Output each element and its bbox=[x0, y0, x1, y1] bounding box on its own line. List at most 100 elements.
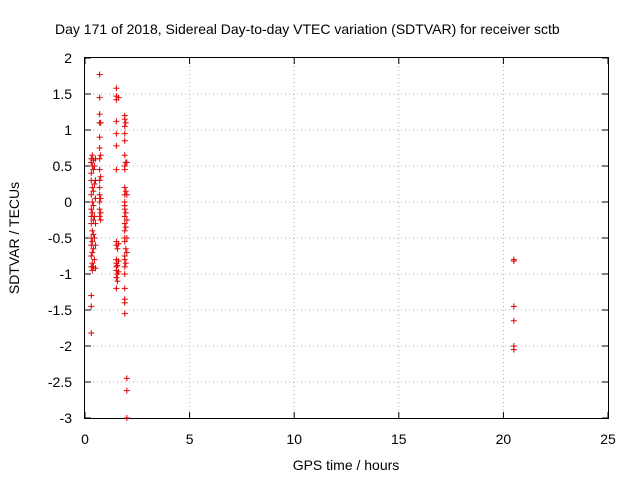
y-tick-label: 0.5 bbox=[53, 158, 73, 174]
data-point bbox=[122, 119, 129, 126]
data-point bbox=[115, 268, 122, 275]
data-point bbox=[92, 220, 99, 227]
data-point bbox=[92, 265, 99, 272]
data-point bbox=[97, 209, 104, 216]
data-point bbox=[121, 220, 128, 227]
y-tick-label: 0 bbox=[64, 194, 72, 210]
data-point bbox=[121, 116, 128, 123]
data-point bbox=[96, 184, 103, 191]
data-point bbox=[115, 240, 122, 247]
data-point bbox=[113, 142, 120, 149]
data-point bbox=[89, 199, 96, 205]
data-point bbox=[89, 238, 96, 245]
data-point bbox=[96, 145, 103, 151]
data-point bbox=[90, 231, 97, 238]
y-tick-label: -1 bbox=[60, 266, 73, 282]
data-point bbox=[121, 130, 128, 137]
data-point bbox=[114, 278, 121, 285]
x-tick-label: 20 bbox=[496, 431, 512, 447]
data-point bbox=[88, 303, 95, 310]
data-point bbox=[90, 217, 97, 223]
data-point bbox=[115, 258, 122, 265]
x-tick-label: 5 bbox=[186, 431, 194, 447]
x-tick-label: 10 bbox=[286, 431, 302, 447]
data-point bbox=[121, 166, 128, 173]
data-point bbox=[114, 262, 121, 269]
data-point bbox=[89, 184, 96, 191]
y-tick-label: -0.5 bbox=[48, 230, 72, 246]
data-point bbox=[89, 267, 96, 274]
data-point bbox=[121, 238, 128, 245]
data-point bbox=[89, 260, 96, 267]
data-point bbox=[97, 217, 104, 223]
y-tick-label: 1.5 bbox=[53, 86, 73, 102]
data-point bbox=[510, 303, 517, 310]
data-point bbox=[121, 299, 128, 306]
y-tick-label: -3 bbox=[60, 410, 73, 426]
plot-frame bbox=[84, 57, 609, 419]
data-point bbox=[121, 137, 128, 144]
data-point bbox=[91, 235, 98, 241]
y-tick-label: -2.5 bbox=[48, 374, 72, 390]
data-point bbox=[121, 227, 128, 234]
data-point bbox=[123, 191, 130, 198]
data-point bbox=[96, 206, 103, 213]
data-point bbox=[121, 206, 128, 213]
x-tick-label: 25 bbox=[600, 431, 616, 447]
tick-labels: 0 5 10 15 20 25 2 1.5 1 0.5 0 -0.5 -1 -1.5 -2 -2.5 -3 bbox=[48, 50, 616, 447]
data-point bbox=[97, 173, 104, 180]
data-point bbox=[92, 242, 99, 249]
data-point bbox=[91, 163, 98, 169]
data-point bbox=[91, 213, 98, 220]
y-axis-label: SDTVAR / TECUs bbox=[6, 182, 22, 294]
data-point bbox=[113, 118, 120, 125]
data-point bbox=[122, 188, 129, 195]
data-point bbox=[510, 346, 517, 353]
data-point bbox=[123, 249, 130, 256]
data-point bbox=[121, 213, 128, 220]
data-point bbox=[113, 130, 120, 137]
data-point bbox=[123, 415, 130, 421]
chart-title: Day 171 of 2018, Sidereal Day-to-day VTE… bbox=[55, 21, 560, 37]
data-point bbox=[114, 245, 121, 252]
data-point bbox=[122, 224, 129, 231]
data-point bbox=[96, 213, 103, 220]
data-point bbox=[88, 206, 95, 213]
data-point bbox=[91, 256, 98, 263]
data-point bbox=[96, 71, 103, 78]
data-point bbox=[123, 217, 130, 223]
data-point bbox=[121, 152, 128, 159]
data-point bbox=[113, 285, 120, 292]
data-point bbox=[88, 170, 95, 177]
data-point bbox=[123, 159, 130, 166]
data-point bbox=[113, 274, 120, 281]
data-point bbox=[121, 271, 128, 277]
data-point bbox=[89, 152, 96, 159]
data-point bbox=[96, 111, 103, 118]
y-tick-label: 1 bbox=[64, 122, 72, 138]
data-point bbox=[90, 166, 97, 173]
data-points bbox=[88, 71, 517, 421]
data-point bbox=[122, 209, 129, 216]
data-point bbox=[89, 249, 96, 256]
data-point bbox=[88, 292, 95, 299]
data-point bbox=[96, 191, 103, 198]
data-point bbox=[123, 387, 130, 394]
data-point bbox=[121, 310, 128, 317]
data-point bbox=[113, 85, 120, 92]
data-point bbox=[96, 177, 103, 184]
data-point bbox=[90, 245, 97, 252]
data-point bbox=[96, 134, 103, 141]
data-point bbox=[122, 260, 129, 267]
data-point bbox=[88, 253, 95, 259]
data-point bbox=[97, 152, 104, 159]
data-point bbox=[121, 256, 128, 263]
data-point bbox=[122, 245, 129, 252]
data-point bbox=[97, 195, 104, 202]
data-point bbox=[96, 94, 103, 101]
y-tick-label: -1.5 bbox=[48, 302, 72, 318]
data-point bbox=[92, 195, 99, 202]
data-point bbox=[88, 330, 95, 337]
data-point bbox=[89, 209, 96, 216]
